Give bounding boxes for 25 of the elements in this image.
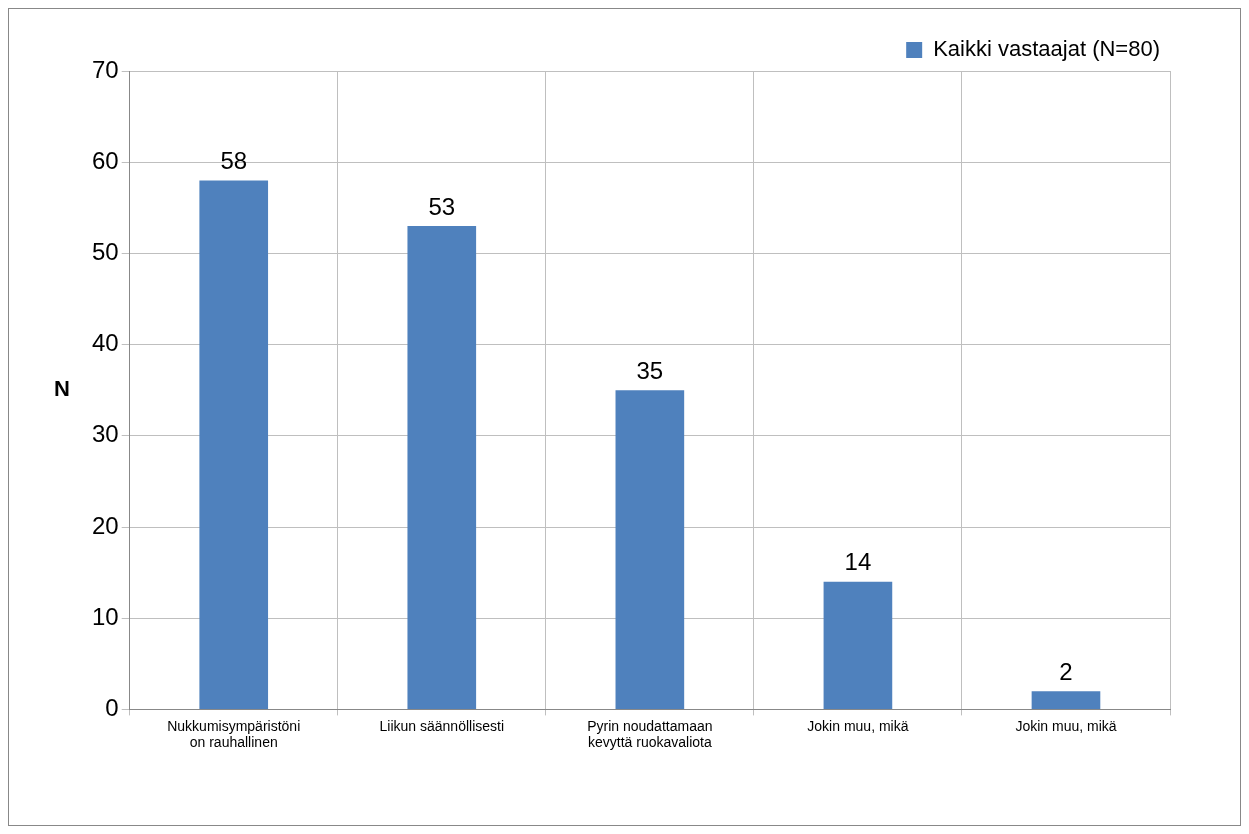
y-tick-label: 40 [91, 329, 119, 357]
y-tick-label: 50 [91, 238, 119, 266]
y-tick-label: 30 [91, 420, 119, 448]
y-axis-title: N [54, 376, 70, 402]
x-tick-label: Nukkumisympäristöni on rauhallinen [167, 717, 301, 751]
y-tick-label: 70 [91, 55, 119, 83]
x-tick-label: Liikun säännöllisesti [379, 717, 505, 734]
x-tick-label: Jokin muu, mikä [1015, 717, 1117, 734]
legend-label: Kaikki vastaajat (N=80) [933, 36, 1161, 62]
data-label: 58 [220, 147, 248, 175]
x-tick-label: Jokin muu, mikä [807, 717, 909, 734]
data-label: 14 [844, 548, 872, 576]
bar [407, 226, 477, 709]
data-label: 53 [428, 192, 456, 220]
y-tick-label: 20 [91, 511, 119, 539]
data-label: 35 [636, 356, 664, 384]
y-tick-label: 60 [91, 146, 119, 174]
x-tick-label: Pyrin noudattamaan kevyttä ruokavaliota [587, 717, 713, 751]
bar [615, 390, 685, 709]
bar [199, 180, 269, 709]
bar [1031, 691, 1101, 709]
bar [823, 581, 893, 709]
y-tick-label: 0 [105, 694, 119, 722]
y-tick-label: 10 [91, 602, 119, 630]
data-label: 2 [1059, 657, 1073, 685]
